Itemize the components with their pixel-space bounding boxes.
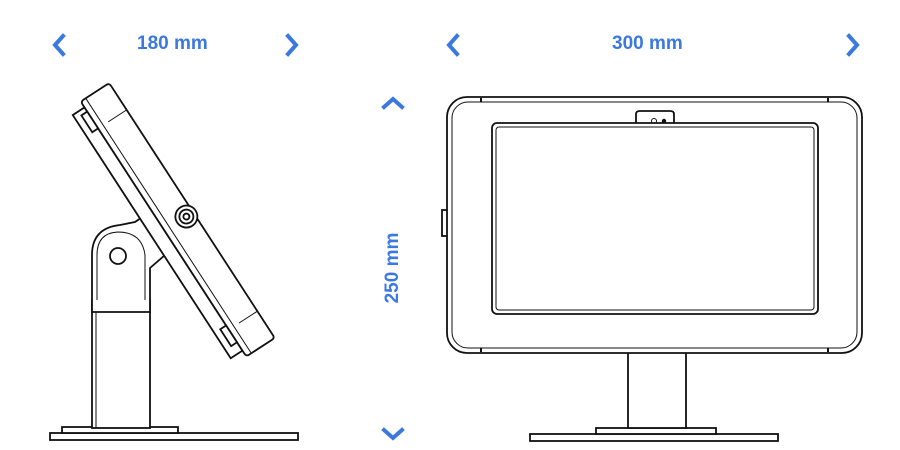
width-label: 300 mm <box>612 33 683 54</box>
pivot-hole <box>109 247 127 265</box>
chevron-down-icon <box>381 427 405 441</box>
chevron-up-icon <box>381 96 405 110</box>
side-view <box>49 83 299 441</box>
front-view <box>441 96 863 442</box>
depth-label: 180 mm <box>137 33 208 54</box>
chevron-right-icon <box>285 33 299 57</box>
chevron-left-icon <box>446 33 460 57</box>
chevron-left-icon <box>52 33 66 57</box>
chevron-right-icon <box>846 33 860 57</box>
height-label: 250 mm <box>382 232 403 304</box>
